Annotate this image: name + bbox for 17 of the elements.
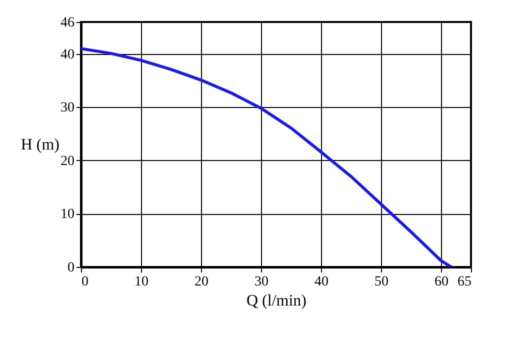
x-tick-label: 0	[82, 274, 88, 290]
y-tick-label: 46	[60, 16, 74, 30]
y-tick-label: 0	[68, 260, 74, 276]
x-tick-label: 50	[374, 274, 388, 290]
x-tick-label: 20	[194, 274, 208, 290]
line-series	[81, 47, 453, 267]
x-tick-label: 40	[314, 274, 328, 290]
x-tick-label: 30	[254, 274, 268, 290]
y-tick-label: 10	[60, 207, 74, 222]
y-tick-label: 40	[60, 47, 74, 62]
y-axis-title: H (m)	[20, 136, 60, 154]
x-axis-title: Q (l/min)	[246, 292, 306, 310]
y-tick-label: 30	[60, 100, 74, 116]
x-tick-label: 10	[134, 274, 148, 290]
x-tick-label: 60	[434, 274, 448, 290]
x-tick-label: 65	[458, 274, 472, 290]
y-tick-label: 20	[60, 154, 74, 169]
